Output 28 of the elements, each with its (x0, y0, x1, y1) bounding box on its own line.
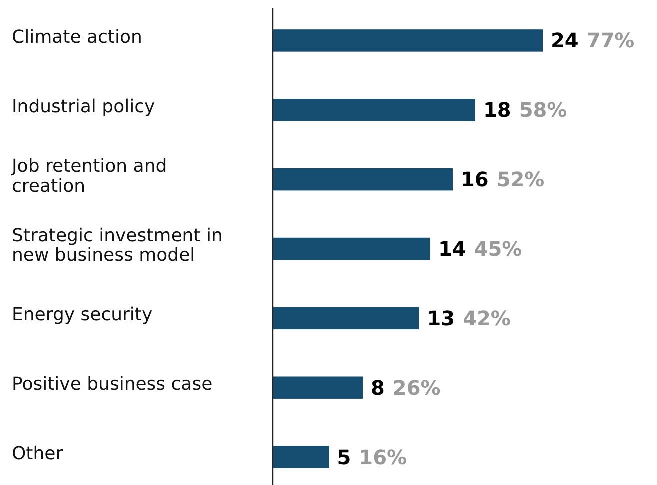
bar (273, 99, 476, 122)
y-tick-label: Job retention and creation (11, 156, 168, 197)
annotation: 77% (586, 28, 635, 53)
y-tick-label: Positive business case (12, 374, 213, 396)
bar (273, 446, 330, 468)
annotation: 42% (463, 306, 511, 330)
annotation: 26% (392, 376, 441, 400)
y-tick-label: Energy security (12, 304, 153, 326)
bar (273, 376, 363, 399)
data-label: 8 (371, 376, 385, 400)
data-label: 5 (337, 445, 352, 470)
data-label: 24 (551, 28, 579, 53)
y-tick-label: Industrial policy (12, 96, 156, 118)
data-label: 16 (461, 168, 489, 192)
bar (273, 238, 430, 260)
bar (273, 168, 453, 191)
y-tick-label: Strategic investment in new business model (12, 225, 223, 266)
y-tick-label: Climate action (12, 27, 142, 48)
annotation: 45% (474, 237, 522, 261)
annotation: 58% (519, 98, 568, 122)
bar (273, 30, 543, 52)
bar (273, 307, 420, 330)
data-label: 14 (438, 237, 466, 261)
y-tick-label: Other (12, 444, 64, 465)
annotation: 52% (496, 168, 545, 192)
data-label: 18 (484, 98, 512, 122)
annotation: 16% (359, 445, 408, 470)
data-label: 13 (427, 306, 456, 330)
